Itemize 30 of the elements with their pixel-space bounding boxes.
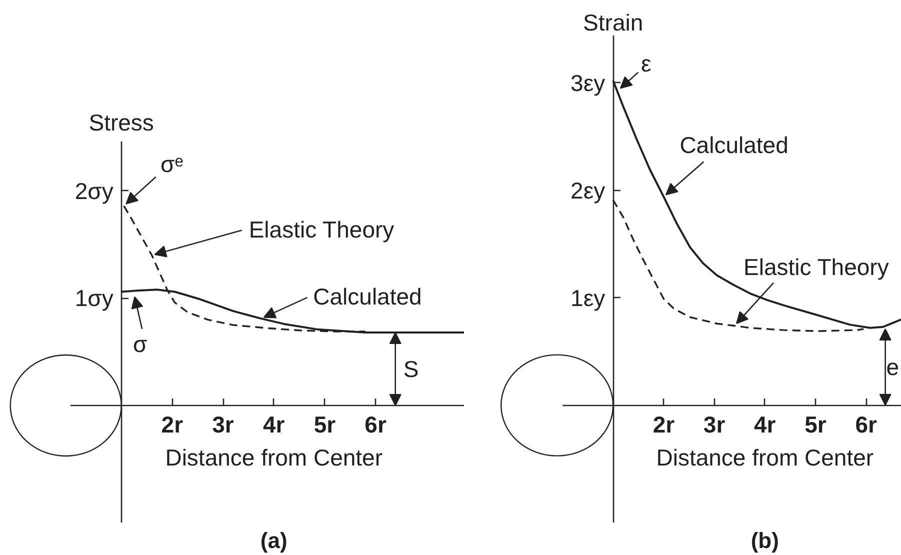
text: (a): [260, 528, 288, 554]
annotation: S: [403, 356, 419, 382]
x-tick-label: 2r: [652, 411, 675, 438]
y-axis-title: Strain: [583, 10, 644, 36]
x-tick-label: 6r: [364, 412, 386, 438]
y-axis-title: Stress: [88, 110, 154, 136]
annotation: σᵉ: [160, 150, 184, 177]
annotation: Calculated: [313, 284, 422, 310]
annotation: σ: [132, 330, 148, 357]
x-tick-label: 5r: [314, 412, 336, 438]
y-tick-label: 2εy: [570, 177, 606, 204]
y-tick-label: 1εy: [570, 284, 606, 311]
y-tick-label: 3εy: [570, 70, 606, 96]
annotation: ε: [641, 50, 652, 76]
text: (b): [750, 528, 779, 553]
x-axis-title: Distance from Center: [165, 444, 383, 471]
x-tick-label: 6r: [855, 411, 878, 438]
y-tick-label: 1σy: [74, 285, 114, 312]
x-tick-label: 2r: [161, 412, 184, 438]
x-axis-title: Distance from Center: [656, 444, 874, 470]
x-tick-label: 3r: [212, 412, 234, 438]
x-tick-label: 4r: [754, 411, 776, 438]
x-tick-label: 4r: [262, 412, 285, 438]
x-tick-label: 3r: [703, 411, 726, 438]
annotation: e: [886, 354, 900, 380]
annotation: Calculated: [680, 132, 788, 158]
annotation: Elastic Theory: [248, 216, 395, 242]
annotation: Elastic Theory: [744, 254, 890, 280]
y-tick-label: 2σy: [74, 178, 114, 204]
x-tick-label: 5r: [804, 411, 826, 438]
